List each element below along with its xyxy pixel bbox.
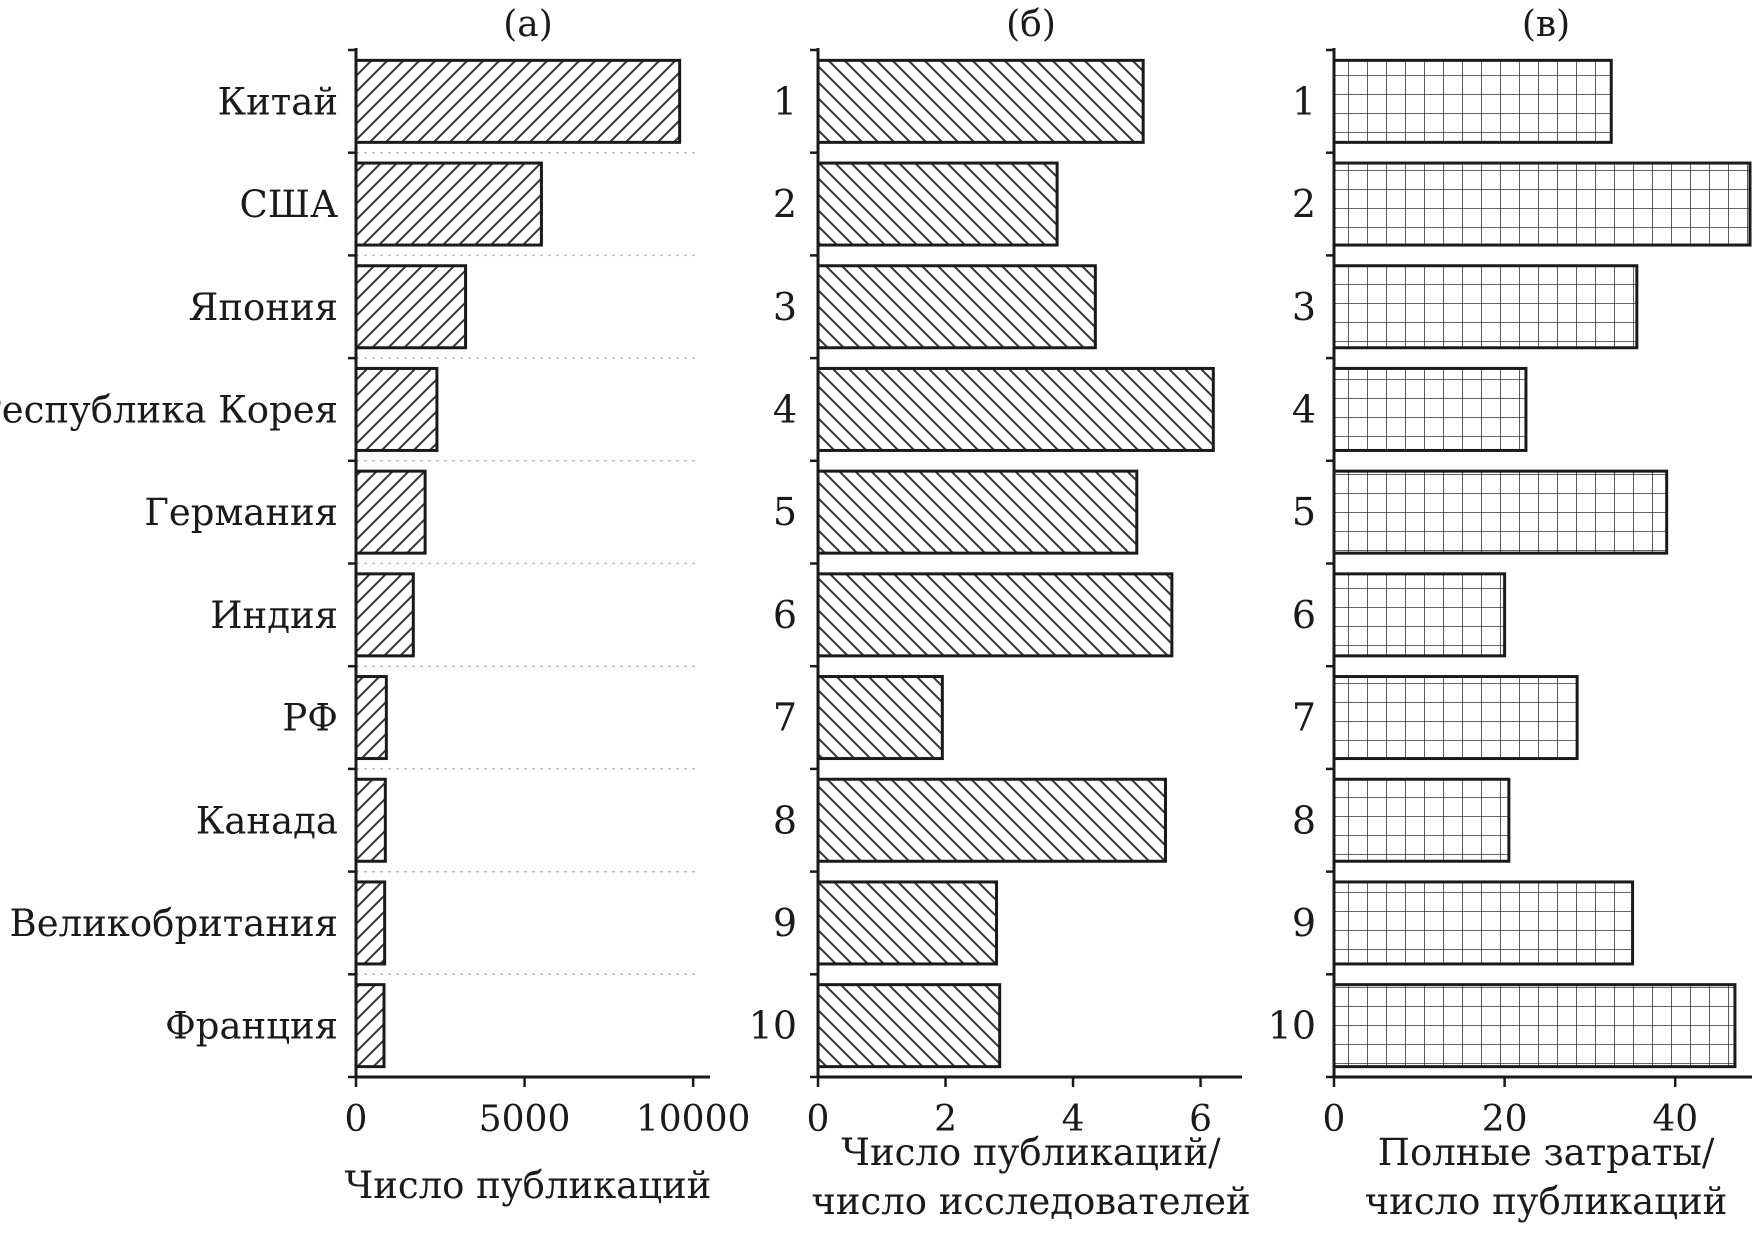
panel-3-bar: [1332, 264, 1639, 350]
panel-2-bar: [816, 469, 1139, 555]
panel-2-x-tick-label: 6: [1189, 1099, 1212, 1140]
panel-3-title: (в): [1522, 4, 1570, 45]
panel-1-bar: [354, 880, 387, 966]
panel-3-category-label: 3: [1292, 285, 1316, 329]
panel-3-x-axis-label: число публикаций: [1365, 1180, 1728, 1223]
panel-2-category-label: 9: [773, 901, 797, 945]
panel-3-bar: [1332, 469, 1669, 555]
panel-2-bar: [816, 366, 1215, 452]
panel-3-bar: [1332, 161, 1752, 247]
panel-1-bar: [354, 161, 543, 247]
panel-3-category-label: 1: [1292, 79, 1316, 123]
panel-2-category-label: 3: [773, 285, 797, 329]
panel-2-category-label: 7: [773, 696, 797, 740]
panel-1-category-label: Великобритания: [10, 902, 338, 945]
panel-3-bar: [1332, 777, 1511, 863]
panel-3-category-label: 9: [1292, 901, 1316, 945]
panel-1-x-tick-label: 5000: [479, 1099, 571, 1140]
panel-3-bar: [1332, 880, 1635, 966]
panel-2-bar: [816, 983, 1002, 1069]
panel-1-bar: [354, 675, 388, 761]
panel-2-bar: [816, 675, 944, 761]
panel-3-category-label: 4: [1292, 387, 1316, 431]
panel-2-x-axis-label: Число публикаций/: [841, 1131, 1221, 1174]
panel-2-category-label: 5: [773, 490, 797, 534]
panel-2-category-label: 1: [773, 79, 797, 123]
panel-1-bar: [354, 777, 387, 863]
panel-2-x-tick-label: 0: [807, 1099, 830, 1140]
panel-1-category-label: США: [239, 183, 338, 226]
panel-3-category-label: 8: [1292, 798, 1316, 842]
panel-3-x-axis-label: Полные затраты/: [1378, 1131, 1715, 1174]
panel-1-category-label: Республика Корея: [0, 388, 338, 431]
panel-3-category-label: 2: [1292, 182, 1316, 226]
panel-2-bar: [816, 777, 1167, 863]
panel-2-bar: [816, 161, 1059, 247]
panel-2-category-label: 6: [773, 593, 797, 637]
panel-3-bar: [1332, 983, 1737, 1069]
panel-1-title: (а): [503, 4, 553, 45]
panel-3-x-tick-label: 40: [1652, 1099, 1698, 1140]
panel-3-x-tick-label: 20: [1482, 1099, 1528, 1140]
panel-2-category-label: 2: [773, 182, 797, 226]
panel-1-bar: [354, 469, 427, 555]
panel-2-category-label: 10: [749, 1004, 797, 1048]
panel-3-category-label: 10: [1268, 1004, 1316, 1048]
panel-1-bar: [354, 58, 682, 144]
panel-2-x-tick-label: 2: [934, 1099, 957, 1140]
panel-1-category-label: Индия: [210, 594, 338, 637]
panel-3-bar: [1332, 58, 1613, 144]
panel-1-category-label: Германия: [144, 491, 338, 534]
panel-3-x-tick-label: 0: [1323, 1099, 1346, 1140]
panel-2-x-axis-label: число исследователей: [811, 1180, 1250, 1223]
panel-2-category-label: 4: [773, 387, 797, 431]
panel-3-bar: [1332, 572, 1507, 658]
panel-2-bar: [816, 58, 1145, 144]
panel-2-bar: [816, 572, 1174, 658]
panel-1-bar: [354, 572, 415, 658]
panel-3-bar: [1332, 675, 1579, 761]
panel-2-title: (б): [1006, 4, 1056, 45]
panel-1-category-label: Франция: [165, 1005, 338, 1048]
panel-3-bar: [1332, 366, 1528, 452]
panel-2-x-tick-label: 4: [1062, 1099, 1085, 1140]
panel-1-x-tick-label: 10000: [636, 1099, 751, 1140]
panel-2-bar: [816, 880, 999, 966]
panel-3-category-label: 6: [1292, 593, 1316, 637]
panel-1-category-label: Китай: [218, 80, 339, 123]
panel-1-bar: [354, 264, 468, 350]
panel-1-x-tick-label: 0: [345, 1099, 368, 1140]
panel-1-category-label: Канада: [196, 799, 338, 842]
panel-1-bar: [354, 983, 386, 1069]
panel-1-x-axis-label: Число публикаций: [345, 1164, 712, 1207]
panel-3-category-label: 5: [1292, 490, 1316, 534]
panel-1-category-label: Япония: [189, 286, 338, 329]
panel-3-category-label: 7: [1292, 696, 1316, 740]
panel-2-bar: [816, 264, 1097, 350]
panel-2-category-label: 8: [773, 798, 797, 842]
panel-1-category-label: РФ: [282, 697, 338, 740]
panel-1-bar: [354, 366, 439, 452]
